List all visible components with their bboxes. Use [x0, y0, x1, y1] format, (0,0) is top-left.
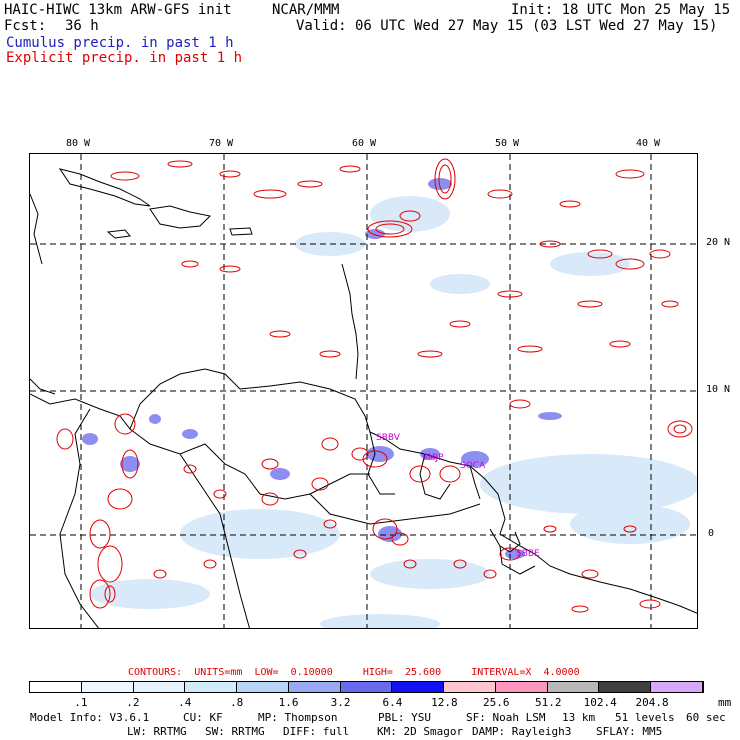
contours-interval: INTERVAL=X 4.0000 — [471, 667, 580, 678]
cumulus-shading — [90, 196, 697, 628]
color-bar-segment — [495, 682, 548, 692]
color-bar-labels: .1 .2 .4 .8 1.6 3.2 6.4 12.8 25.6 51.2 102.4 204.8 — [0, 696, 740, 709]
lon-label-40w: 40 W — [636, 138, 661, 149]
model-info-step: 60 sec — [686, 711, 726, 724]
graticule — [30, 154, 697, 628]
color-bar-segment — [185, 682, 238, 692]
contours-high: HIGH= 25.600 — [362, 667, 442, 678]
lon-label-70w: 70 W — [209, 138, 234, 149]
model-info-mp: MP: Thompson — [258, 711, 338, 724]
color-bar-segment — [392, 682, 445, 692]
color-bar-tick-label: .1 — [74, 696, 88, 709]
station-sbbe: SBBE — [516, 549, 540, 559]
color-bar-segment — [81, 682, 134, 692]
color-bar-segment — [444, 682, 496, 692]
color-bar-tick-label: 3.2 — [330, 696, 351, 709]
color-bar-tick-label: 25.6 — [483, 696, 510, 709]
org-label: NCAR/MMM — [272, 2, 340, 18]
model-info-pbl: PBL: YSU — [378, 711, 431, 724]
model-info-levels: 51 levels — [615, 711, 675, 724]
contours-units: UNITS=mm — [194, 667, 243, 678]
station-labels: SBBV SMJP SOCA SBBE — [376, 433, 540, 559]
explicit-contours — [56, 158, 693, 613]
model-info-damp: DAMP: Rayleigh3 — [472, 725, 572, 738]
color-bar-tick-label: 51.2 — [534, 696, 562, 709]
lat-label-0: 0 — [708, 528, 715, 539]
station-sbbv: SBBV — [376, 433, 401, 443]
color-bar-segment — [547, 682, 600, 692]
color-bar-segment — [133, 682, 186, 692]
map-canvas: SBBV SMJP SOCA SBBE — [30, 154, 697, 628]
forecast-label: Fcst: — [4, 18, 47, 34]
field-cumulus: Cumulus precip. in past 1 h — [6, 35, 234, 51]
map-panel: SBBV SMJP SOCA SBBE — [29, 153, 698, 629]
model-info-res: 13 km — [562, 711, 596, 724]
color-bar-segment — [599, 682, 652, 692]
color-bar-tick-label: 12.8 — [431, 696, 458, 709]
color-bar-tick-label: 1.6 — [278, 696, 299, 709]
model-info-diff: DIFF: full — [283, 725, 350, 738]
model-info-cu: CU: KF — [183, 711, 223, 724]
station-smjp: SMJP — [422, 453, 444, 463]
model-info-sflay: SFLAY: MM5 — [596, 725, 663, 738]
model-info-version: Model Info: V3.6.1 — [30, 711, 150, 724]
model-title: HAIC-HIWC 13km ARW-GFS init — [4, 2, 232, 18]
station-soca: SOCA — [460, 461, 486, 471]
color-bar-segment — [237, 682, 289, 692]
lon-label-60w: 60 W — [352, 138, 377, 149]
color-bar-segment — [340, 682, 393, 692]
init-time: Init: 18 UTC Mon 25 May 15 — [511, 2, 731, 18]
color-bar-segment — [651, 682, 703, 692]
lat-label-10n: 10 N — [706, 384, 731, 395]
color-bar-tick-label: 6.4 — [382, 696, 403, 709]
field-explicit: Explicit precip. in past 1 h — [6, 50, 243, 66]
color-bar-tick-label: 204.8 — [635, 696, 669, 709]
lat-label-20n: 20 N — [706, 237, 731, 248]
contours-low: LOW= 0.10000 — [254, 667, 333, 678]
model-info-lw: LW: RRTMG — [127, 725, 187, 738]
coastlines — [30, 168, 697, 628]
color-bar-segment — [30, 682, 82, 692]
forecast-value: 36 h — [65, 18, 99, 34]
color-bar-unit: mm — [718, 696, 732, 709]
model-info-sf: SF: Noah LSM — [466, 711, 546, 724]
model-info-sw: SW: RRTMG — [205, 725, 265, 738]
color-bar-tick-label: .2 — [126, 696, 140, 709]
color-bar-segment — [288, 682, 341, 692]
contours-label: CONTOURS: — [128, 667, 183, 678]
lon-label-50w: 50 W — [495, 138, 520, 149]
color-bar-tick-label: 102.4 — [583, 696, 617, 709]
lon-label-80w: 80 W — [66, 138, 91, 149]
color-bar-tick-label: .4 — [178, 696, 192, 709]
color-bar — [29, 681, 704, 693]
model-info-km: KM: 2D Smagor — [377, 725, 464, 738]
color-bar-tick-label: .8 — [230, 696, 244, 709]
contours-info: CONTOURS: UNITS=mm LOW= 0.10000 HIGH= 25… — [128, 667, 580, 678]
valid-time: Valid: 06 UTC Wed 27 May 15 (03 LST Wed … — [296, 18, 718, 34]
